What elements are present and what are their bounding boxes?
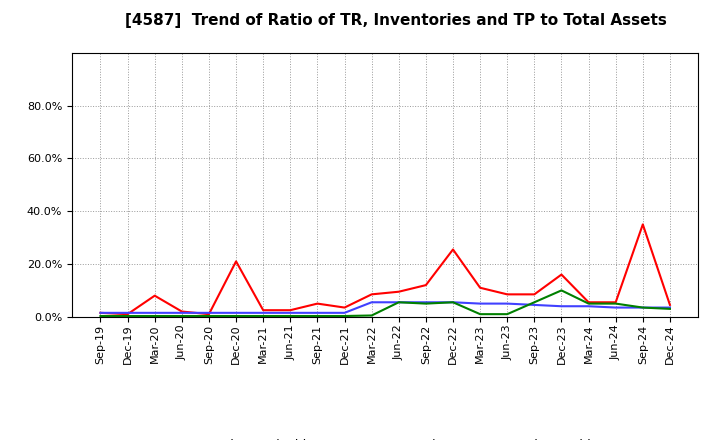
Trade Payables [259, 313, 268, 319]
Trade Receivables [96, 310, 105, 315]
Inventories [367, 300, 376, 305]
Trade Receivables [665, 302, 674, 308]
Inventories [530, 302, 539, 308]
Trade Payables [584, 301, 593, 306]
Inventories [395, 300, 403, 305]
Inventories [421, 300, 430, 305]
Trade Payables [123, 313, 132, 319]
Inventories [611, 305, 620, 310]
Trade Receivables [557, 272, 566, 277]
Trade Payables [96, 313, 105, 319]
Trade Receivables [395, 289, 403, 294]
Trade Payables [421, 301, 430, 306]
Inventories [557, 304, 566, 309]
Inventories [341, 310, 349, 315]
Trade Payables [449, 300, 457, 305]
Inventories [639, 305, 647, 310]
Trade Payables [665, 306, 674, 312]
Trade Receivables [584, 300, 593, 305]
Inventories [503, 301, 511, 306]
Trade Payables [395, 300, 403, 305]
Trade Receivables [204, 312, 213, 317]
Trade Receivables [611, 300, 620, 305]
Trade Payables [341, 313, 349, 319]
Trade Receivables [449, 247, 457, 252]
Trade Payables [204, 313, 213, 319]
Line: Trade Payables: Trade Payables [101, 290, 670, 316]
Trade Receivables [286, 308, 294, 313]
Trade Payables [150, 313, 159, 319]
Inventories [286, 310, 294, 315]
Inventories [96, 310, 105, 315]
Trade Payables [232, 313, 240, 319]
Inventories [665, 305, 674, 310]
Trade Receivables [421, 282, 430, 288]
Inventories [584, 304, 593, 309]
Trade Payables [639, 305, 647, 310]
Trade Receivables [123, 312, 132, 317]
Inventories [313, 310, 322, 315]
Inventories [232, 310, 240, 315]
Trade Receivables [232, 259, 240, 264]
Trade Payables [530, 300, 539, 305]
Line: Inventories: Inventories [101, 302, 670, 313]
Trade Payables [476, 312, 485, 317]
Trade Payables [367, 313, 376, 318]
Inventories [259, 310, 268, 315]
Trade Payables [557, 288, 566, 293]
Trade Receivables [530, 292, 539, 297]
Inventories [476, 301, 485, 306]
Inventories [150, 310, 159, 315]
Legend: Trade Receivables, Inventories, Trade Payables: Trade Receivables, Inventories, Trade Pa… [161, 434, 610, 440]
Inventories [123, 310, 132, 315]
Trade Payables [503, 312, 511, 317]
Trade Receivables [178, 309, 186, 314]
Trade Receivables [476, 285, 485, 290]
Trade Payables [286, 313, 294, 319]
Trade Receivables [259, 308, 268, 313]
Trade Payables [313, 313, 322, 319]
Trade Receivables [503, 292, 511, 297]
Text: [4587]  Trend of Ratio of TR, Inventories and TP to Total Assets: [4587] Trend of Ratio of TR, Inventories… [125, 13, 667, 28]
Trade Payables [178, 313, 186, 319]
Inventories [449, 300, 457, 305]
Trade Receivables [367, 292, 376, 297]
Inventories [204, 310, 213, 315]
Trade Receivables [150, 293, 159, 298]
Trade Receivables [341, 305, 349, 310]
Inventories [178, 310, 186, 315]
Line: Trade Receivables: Trade Receivables [101, 224, 670, 314]
Trade Receivables [639, 222, 647, 227]
Trade Receivables [313, 301, 322, 306]
Trade Payables [611, 301, 620, 306]
